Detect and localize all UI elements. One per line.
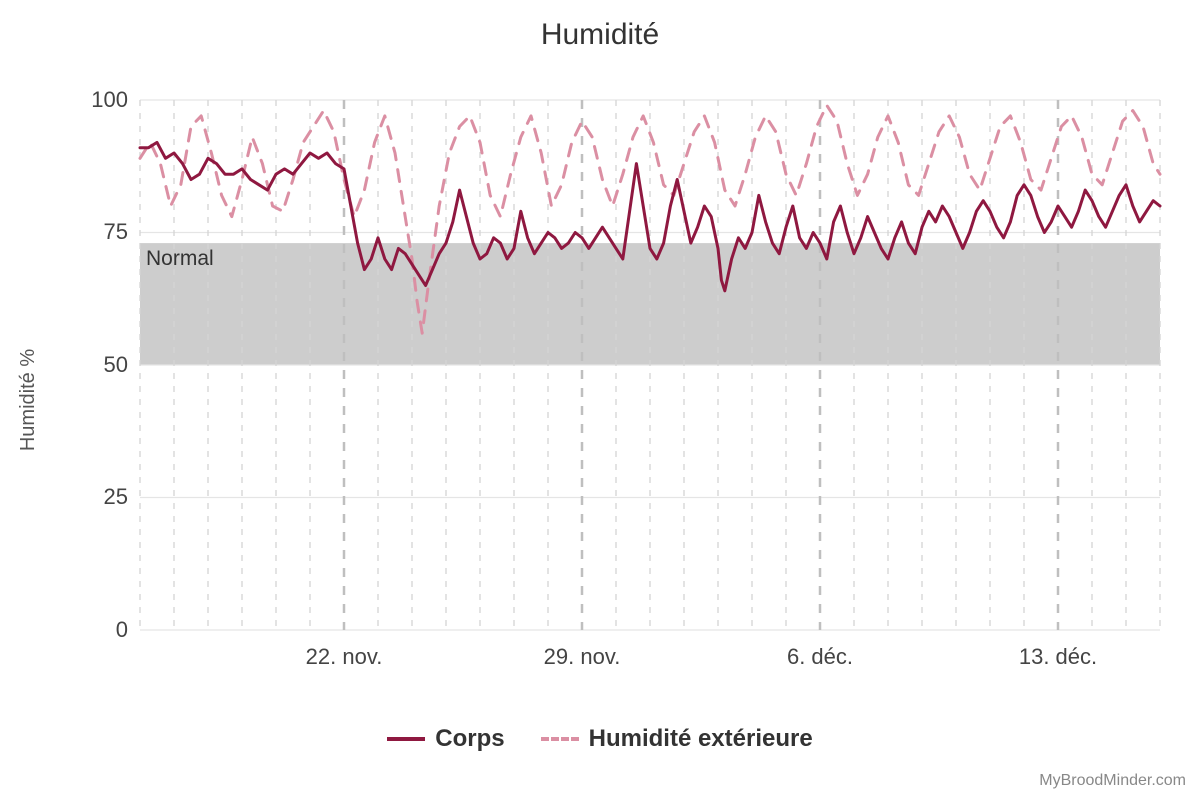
x-tick-label: 22. nov. [306, 644, 383, 670]
legend-item-corps: Corps [387, 725, 504, 753]
y-tick-label: 0 [116, 617, 128, 643]
y-tick-label: 50 [104, 352, 128, 378]
y-tick-label: 75 [104, 219, 128, 245]
y-tick-label: 25 [104, 484, 128, 510]
x-tick-label: 13. déc. [1019, 644, 1097, 670]
x-tick-label: 6. déc. [787, 644, 853, 670]
humidity-chart: Humidité Humidité % 0255075100 22. nov.2… [0, 0, 1200, 800]
legend-label: Humidité extérieure [589, 725, 813, 753]
y-tick-label: 100 [91, 87, 128, 113]
legend-item-exterieur: Humidité extérieure [541, 725, 813, 753]
plot-area [0, 0, 1200, 800]
legend-label: Corps [435, 725, 504, 753]
legend-swatch [541, 737, 579, 741]
normal-band-label: Normal [146, 247, 214, 271]
legend: Corps Humidité extérieure [0, 720, 1200, 753]
attribution: MyBroodMinder.com [1039, 772, 1186, 790]
x-tick-label: 29. nov. [544, 644, 621, 670]
legend-swatch [387, 737, 425, 741]
